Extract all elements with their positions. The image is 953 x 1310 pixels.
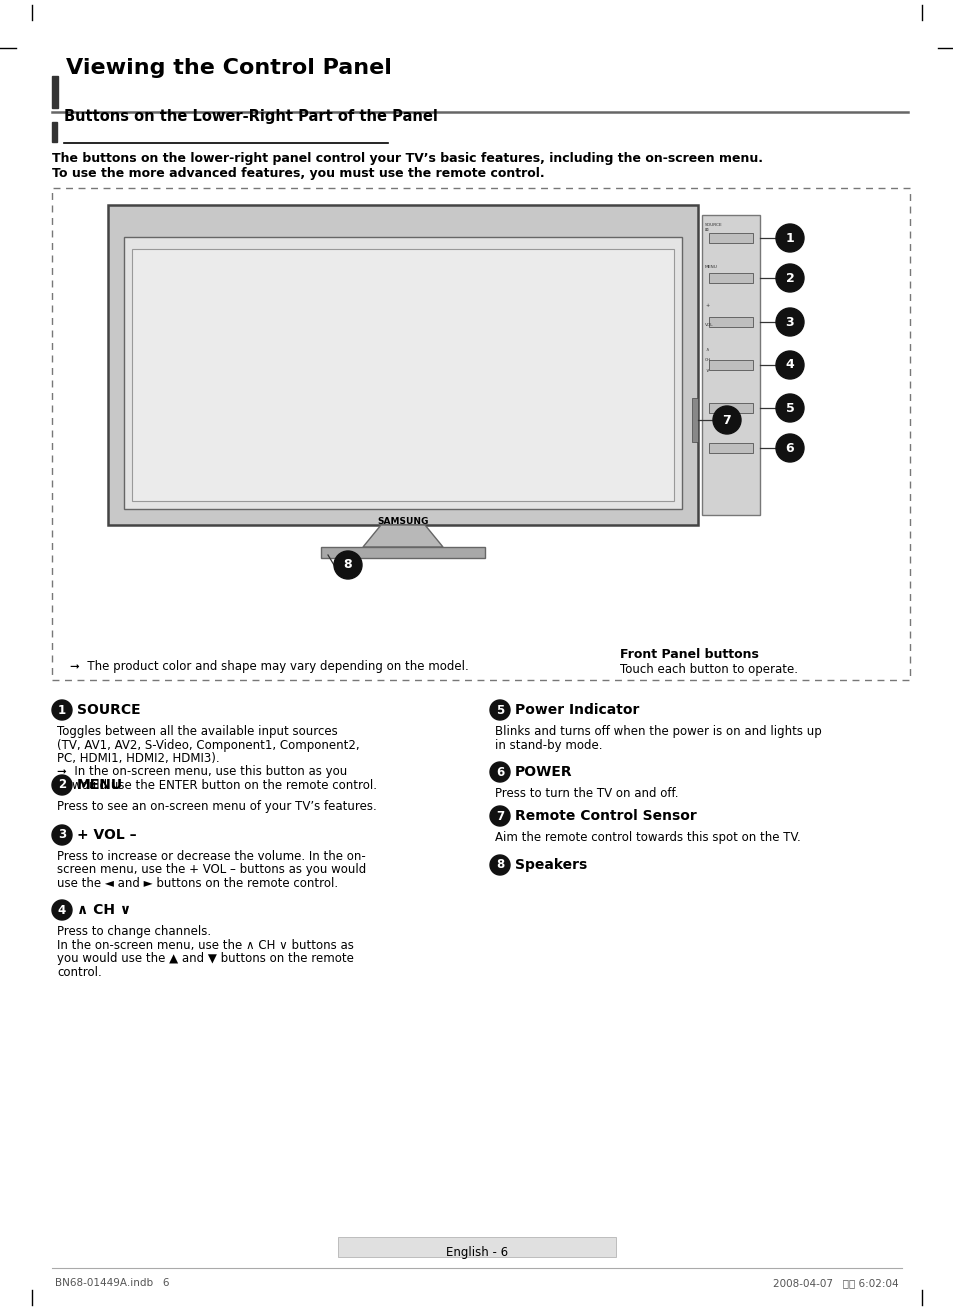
- Circle shape: [490, 855, 510, 875]
- Text: In the on-screen menu, use the ∧ CH ∨ buttons as: In the on-screen menu, use the ∧ CH ∨ bu…: [57, 938, 354, 951]
- Text: ∧ CH ∨: ∧ CH ∨: [77, 903, 131, 917]
- Text: Viewing the Control Panel: Viewing the Control Panel: [66, 58, 392, 79]
- Text: 3: 3: [58, 828, 66, 841]
- Text: control.: control.: [57, 965, 102, 979]
- Bar: [708, 403, 752, 413]
- Text: use the ◄ and ► buttons on the remote control.: use the ◄ and ► buttons on the remote co…: [57, 876, 337, 889]
- Text: PC, HDMI1, HDMI2, HDMI3).: PC, HDMI1, HDMI2, HDMI3).: [57, 752, 219, 765]
- Text: Press to turn the TV on and off.: Press to turn the TV on and off.: [495, 787, 678, 800]
- Text: English - 6: English - 6: [445, 1246, 508, 1259]
- Circle shape: [775, 224, 803, 252]
- Bar: [337, 1237, 616, 1258]
- Circle shape: [490, 762, 510, 782]
- Text: ➞  The product color and shape may vary depending on the model.: ➞ The product color and shape may vary d…: [70, 660, 468, 673]
- Text: Front Panel buttons: Front Panel buttons: [619, 648, 758, 662]
- Text: 3: 3: [785, 316, 794, 329]
- Text: Press to change channels.: Press to change channels.: [57, 925, 211, 938]
- Text: SAMSUNG: SAMSUNG: [377, 517, 428, 527]
- Text: + VOL –: + VOL –: [77, 828, 136, 842]
- Circle shape: [490, 700, 510, 721]
- Text: MENU: MENU: [77, 778, 123, 793]
- Text: 2008-04-07   오후 6:02:04: 2008-04-07 오후 6:02:04: [773, 1279, 898, 1288]
- Bar: [691, 398, 698, 441]
- Circle shape: [52, 776, 71, 795]
- Polygon shape: [363, 525, 442, 548]
- Circle shape: [712, 406, 740, 434]
- Bar: [52, 76, 58, 107]
- Text: 2: 2: [785, 271, 794, 284]
- Text: 2: 2: [58, 778, 66, 791]
- Text: ➞  In the on-screen menu, use this button as you: ➞ In the on-screen menu, use this button…: [57, 765, 347, 778]
- Text: Aim the remote control towards this spot on the TV.: Aim the remote control towards this spot…: [495, 831, 800, 844]
- Text: 7: 7: [721, 414, 731, 427]
- Circle shape: [775, 265, 803, 292]
- Bar: [708, 317, 752, 328]
- Text: POWER: POWER: [515, 765, 572, 779]
- Text: Power Indicator: Power Indicator: [515, 703, 639, 717]
- Text: SOURCE: SOURCE: [704, 223, 722, 227]
- Bar: [708, 443, 752, 453]
- Text: 8: 8: [343, 558, 352, 571]
- Text: Press to see an on-screen menu of your TV’s features.: Press to see an on-screen menu of your T…: [57, 800, 376, 814]
- Bar: [708, 233, 752, 242]
- Text: Touch each button to operate.: Touch each button to operate.: [619, 663, 797, 676]
- Text: would use the ENTER button on the remote control.: would use the ENTER button on the remote…: [57, 779, 376, 793]
- Text: 4: 4: [58, 904, 66, 917]
- Text: 5: 5: [785, 401, 794, 414]
- Text: VOL: VOL: [704, 324, 713, 328]
- Text: Remote Control Sensor: Remote Control Sensor: [515, 810, 696, 823]
- Text: screen menu, use the + VOL – buttons as you would: screen menu, use the + VOL – buttons as …: [57, 863, 366, 876]
- Text: 6: 6: [496, 765, 503, 778]
- Circle shape: [775, 308, 803, 335]
- Circle shape: [334, 552, 361, 579]
- Bar: [52, 189, 909, 680]
- Text: Buttons on the Lower-Right Part of the Panel: Buttons on the Lower-Right Part of the P…: [64, 109, 437, 124]
- Text: 8: 8: [496, 858, 503, 871]
- Circle shape: [52, 900, 71, 920]
- Circle shape: [775, 394, 803, 422]
- Text: 6: 6: [785, 441, 794, 455]
- Text: (TV, AV1, AV2, S-Video, Component1, Component2,: (TV, AV1, AV2, S-Video, Component1, Comp…: [57, 739, 359, 752]
- Text: 1: 1: [58, 703, 66, 717]
- Text: Toggles between all the available input sources: Toggles between all the available input …: [57, 724, 337, 738]
- Text: 5: 5: [496, 703, 503, 717]
- Bar: [124, 237, 681, 510]
- Text: you would use the ▲ and ▼ buttons on the remote: you would use the ▲ and ▼ buttons on the…: [57, 952, 354, 965]
- Circle shape: [775, 434, 803, 462]
- Text: in stand-by mode.: in stand-by mode.: [495, 739, 602, 752]
- Text: ∨: ∨: [704, 368, 708, 373]
- Text: The buttons on the lower-right panel control your TV’s basic features, including: The buttons on the lower-right panel con…: [52, 152, 762, 165]
- Text: BN68-01449A.indb   6: BN68-01449A.indb 6: [55, 1279, 170, 1288]
- Text: ∧: ∧: [704, 347, 708, 352]
- Bar: [132, 249, 673, 500]
- Text: 4: 4: [785, 359, 794, 372]
- Bar: [701, 215, 760, 515]
- Bar: [108, 204, 698, 525]
- Text: 7: 7: [496, 810, 503, 823]
- Text: ⊞: ⊞: [704, 228, 708, 232]
- Text: CH: CH: [704, 358, 711, 362]
- Circle shape: [490, 806, 510, 827]
- Text: 1: 1: [785, 232, 794, 245]
- Text: +: +: [704, 303, 708, 308]
- Bar: [52, 122, 57, 141]
- Text: Press to increase or decrease the volume. In the on-: Press to increase or decrease the volume…: [57, 850, 365, 863]
- Circle shape: [52, 700, 71, 721]
- Text: MENU: MENU: [704, 265, 717, 269]
- Text: SOURCE: SOURCE: [77, 703, 140, 717]
- Text: Blinks and turns off when the power is on and lights up: Blinks and turns off when the power is o…: [495, 724, 821, 738]
- Bar: [708, 360, 752, 369]
- Bar: [708, 272, 752, 283]
- Circle shape: [52, 825, 71, 845]
- Bar: [320, 548, 484, 558]
- Circle shape: [775, 351, 803, 379]
- Text: Speakers: Speakers: [515, 858, 587, 872]
- Text: To use the more advanced features, you must use the remote control.: To use the more advanced features, you m…: [52, 166, 544, 179]
